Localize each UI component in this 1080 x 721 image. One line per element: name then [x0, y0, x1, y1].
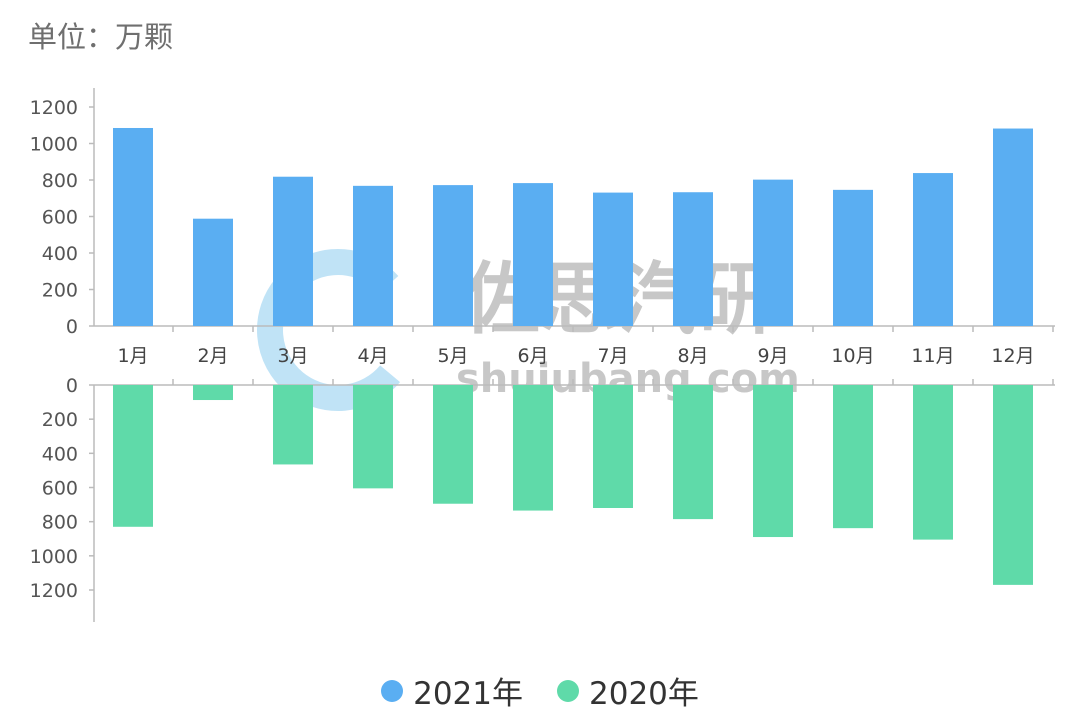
upper-y-tick-label: 0: [66, 316, 78, 338]
x-category-label: 4月: [357, 345, 388, 367]
bar-2021: [193, 218, 233, 326]
bar-2021: [353, 185, 393, 326]
x-category-label: 8月: [677, 345, 708, 367]
legend-item-2021[interactable]: 2021年: [381, 668, 523, 713]
bar-2021: [513, 183, 553, 326]
mirrored-bar-chart: 佐思汽研 shujubang.com 020040060080010001200…: [30, 88, 1055, 622]
bar-2021: [593, 192, 633, 326]
axes: [89, 88, 1055, 622]
bar-2020: [273, 385, 313, 465]
lower-y-tick-label: 1200: [30, 580, 78, 602]
lower-y-tick-label: 800: [42, 512, 78, 534]
upper-y-tick-label: 1200: [30, 97, 78, 119]
bar-2021: [273, 176, 313, 326]
bar-2020: [433, 385, 473, 504]
x-category-label: 10月: [831, 345, 874, 367]
upper-y-tick-label: 800: [42, 170, 78, 192]
x-category-label: 6月: [517, 345, 548, 367]
x-category-label: 5月: [437, 345, 468, 367]
x-category-label: 1月: [117, 345, 148, 367]
bar-2021: [113, 127, 153, 326]
legend-dot-2020-icon: [557, 679, 579, 702]
legend-item-2020[interactable]: 2020年: [557, 668, 699, 713]
bar-2021: [433, 185, 473, 326]
lower-y-tick-label: 200: [42, 409, 78, 431]
legend-label-2020: 2020年: [589, 676, 699, 712]
upper-y-tick-label: 400: [42, 243, 78, 265]
unit-label: 单位：万颗: [28, 20, 174, 54]
upper-y-tick-label: 600: [42, 207, 78, 229]
bar-2021: [833, 189, 873, 326]
legend: 2021年 2020年: [0, 668, 1080, 713]
labels: 0 200 400 600 800 1000 1200 0 200 400 600 800 1000 12…: [30, 97, 1035, 602]
bar-2020: [673, 385, 713, 520]
bar-2021: [673, 192, 713, 326]
lower-y-tick-label: 0: [66, 375, 78, 397]
lower-y-tick-label: 600: [42, 478, 78, 500]
bar-2020: [593, 385, 633, 508]
upper-y-tick-label: 200: [42, 280, 78, 302]
bars: [113, 127, 1033, 585]
bar-2020: [353, 385, 393, 489]
bar-2020: [913, 385, 953, 540]
bar-2021: [753, 179, 793, 326]
bar-2020: [193, 385, 233, 401]
bar-2020: [833, 385, 873, 529]
bar-2020: [753, 385, 793, 538]
legend-dot-2021-icon: [381, 679, 404, 702]
lower-y-tick-label: 1000: [30, 546, 78, 568]
upper-y-tick-label: 1000: [30, 134, 78, 156]
bar-2020: [993, 385, 1033, 585]
watermark-logo-icon: [257, 249, 419, 411]
bar-2020: [113, 385, 153, 527]
x-category-label: 9月: [757, 345, 788, 367]
lower-y-tick-label: 400: [42, 443, 78, 465]
x-category-label: 12月: [991, 345, 1034, 367]
bar-2021: [993, 128, 1033, 326]
x-category-label: 3月: [277, 345, 308, 367]
x-category-label: 7月: [597, 345, 628, 367]
x-category-label: 11月: [911, 345, 954, 367]
x-category-label: 2月: [197, 345, 228, 367]
legend-label-2021: 2021年: [413, 676, 523, 712]
bar-2020: [513, 385, 553, 511]
bar-2021: [913, 173, 953, 326]
